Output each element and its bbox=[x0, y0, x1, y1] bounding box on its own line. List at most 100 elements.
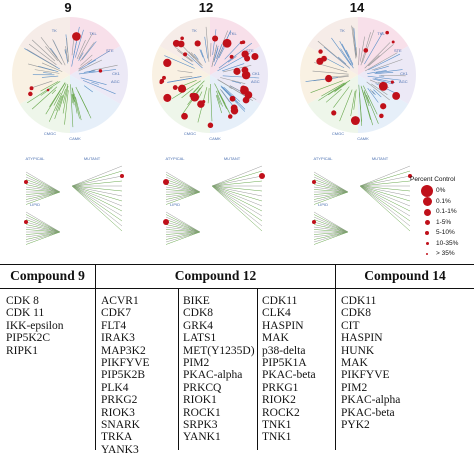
kinase-name: PIKFYVE bbox=[341, 369, 400, 381]
inhibited-kinase-dot bbox=[312, 180, 316, 184]
tree-branch bbox=[166, 212, 200, 232]
kinase-name: SRPK3 bbox=[183, 419, 255, 431]
kinase-name: CDK 8 bbox=[6, 295, 64, 307]
kinase-name: IRAK3 bbox=[101, 332, 150, 344]
tree-branch bbox=[26, 192, 60, 197]
tree-branch bbox=[360, 186, 410, 206]
inhibited-kinase-dot bbox=[163, 94, 171, 102]
kinase-name: ACVR1 bbox=[101, 295, 150, 307]
tree-branch bbox=[360, 176, 410, 186]
kinase-name: MAK bbox=[262, 332, 316, 344]
kinase-name: BIKE bbox=[183, 295, 255, 307]
kinase-group-label: CK1 bbox=[252, 71, 261, 76]
tree-branch bbox=[72, 166, 122, 186]
kinase-group-label: LIPID bbox=[318, 202, 328, 207]
kinase-name: p38-delta bbox=[262, 345, 316, 357]
lipid-atypical-tree-2: LIPID bbox=[312, 166, 412, 245]
kinase-name: PIP5K2B bbox=[101, 369, 150, 381]
header-compound-14: Compound 14 bbox=[336, 268, 474, 284]
tree-branch bbox=[360, 186, 410, 226]
kinase-group-label: CAMK bbox=[69, 136, 81, 141]
kinase-name: TNK1 bbox=[262, 431, 316, 443]
legend-title: Percent Control bbox=[410, 176, 455, 183]
table-top-rule bbox=[0, 264, 474, 265]
tree-branch bbox=[166, 192, 200, 197]
kinase-name: GRK4 bbox=[183, 320, 255, 332]
kinase-name: PKAC-beta bbox=[262, 369, 316, 381]
kinase-group-label: STE bbox=[106, 48, 114, 53]
kinase-name: PRKG1 bbox=[262, 382, 316, 394]
tree-branch bbox=[212, 186, 262, 231]
tree-branch bbox=[212, 186, 262, 206]
kinase-name: PKAC-beta bbox=[341, 407, 400, 419]
inhibited-kinase-dot bbox=[243, 97, 250, 104]
legend-label: 10-35% bbox=[436, 240, 458, 247]
inhibited-kinase-dot bbox=[72, 32, 81, 41]
tree-branch bbox=[212, 186, 262, 226]
legend-item: 0% bbox=[420, 186, 474, 196]
legend-dot bbox=[426, 242, 429, 245]
kinase-name: CDK11 bbox=[341, 295, 400, 307]
inhibited-kinase-dot bbox=[379, 82, 388, 91]
table-subdivider-2 bbox=[257, 288, 258, 450]
kinase-name: PIKFYVE bbox=[101, 357, 150, 369]
inhibited-kinase-dot bbox=[325, 75, 332, 82]
kinase-name: PKAC-alpha bbox=[341, 394, 400, 406]
kinase-name: PRKCQ bbox=[183, 382, 255, 394]
legend-label: 1-5% bbox=[436, 219, 451, 226]
inhibited-kinase-dot bbox=[233, 68, 240, 75]
kinase-name: PLK4 bbox=[101, 382, 150, 394]
legend-dot bbox=[423, 197, 432, 206]
inhibited-kinase-dot bbox=[379, 114, 384, 119]
legend-label: 0.1% bbox=[436, 198, 451, 205]
kinase-group-label: CK1 bbox=[112, 71, 121, 76]
kinase-name: TRKA bbox=[101, 431, 150, 443]
tree-branch bbox=[212, 176, 262, 186]
kinase-group-label: CK1 bbox=[400, 71, 409, 76]
kinase-name: MET(Y1235D) bbox=[183, 345, 255, 357]
inhibited-kinase-dot bbox=[163, 219, 169, 225]
kinase-name: HASPIN bbox=[262, 320, 316, 332]
kinase-name: ROCK1 bbox=[183, 407, 255, 419]
table-divider-1 bbox=[95, 264, 96, 450]
kinase-name: HASPIN bbox=[341, 332, 400, 344]
kinase-name: PIP5K2C bbox=[6, 332, 64, 344]
legend-label: 5-10% bbox=[436, 229, 455, 236]
kinase-name: MAK bbox=[341, 357, 400, 369]
inhibited-kinase-dot bbox=[363, 48, 368, 53]
tree-branch bbox=[314, 232, 348, 237]
inhibited-kinase-dot bbox=[178, 85, 186, 93]
inhibited-kinase-dot bbox=[212, 35, 218, 41]
tree-branch bbox=[314, 212, 348, 232]
inhibited-kinase-dot bbox=[180, 37, 184, 41]
kinase-name: RIOK2 bbox=[262, 394, 316, 406]
kinase-group-label: MUTANT bbox=[372, 156, 389, 161]
legend-item: 10-35% bbox=[420, 239, 474, 249]
legend-dot bbox=[425, 220, 430, 225]
legend-dot bbox=[425, 231, 429, 235]
kinase-name: PIM2 bbox=[183, 357, 255, 369]
lipid-atypical-tree-0: LIPID bbox=[24, 166, 124, 245]
kinase-group-label: TKL bbox=[377, 31, 385, 36]
inhibited-kinase-dot bbox=[24, 220, 28, 224]
table-subdivider-1 bbox=[178, 288, 179, 450]
kinase-name: CDK7 bbox=[101, 307, 150, 319]
legend-dot bbox=[426, 253, 428, 255]
inhibited-kinase-dot bbox=[242, 67, 249, 74]
inhibited-kinase-dot bbox=[251, 53, 258, 60]
inhibited-kinase-dot bbox=[321, 56, 327, 62]
inhibited-kinase-dot bbox=[162, 76, 166, 80]
inhibited-kinase-dot bbox=[173, 85, 178, 90]
kinase-group-label: TK bbox=[340, 28, 345, 33]
inhibited-kinase-dot bbox=[240, 86, 246, 92]
legend-item: 5-10% bbox=[420, 228, 474, 238]
kinase-name: PIM2 bbox=[341, 382, 400, 394]
kinase-group-label: CAMK bbox=[209, 136, 221, 141]
tree-branch bbox=[360, 186, 410, 231]
